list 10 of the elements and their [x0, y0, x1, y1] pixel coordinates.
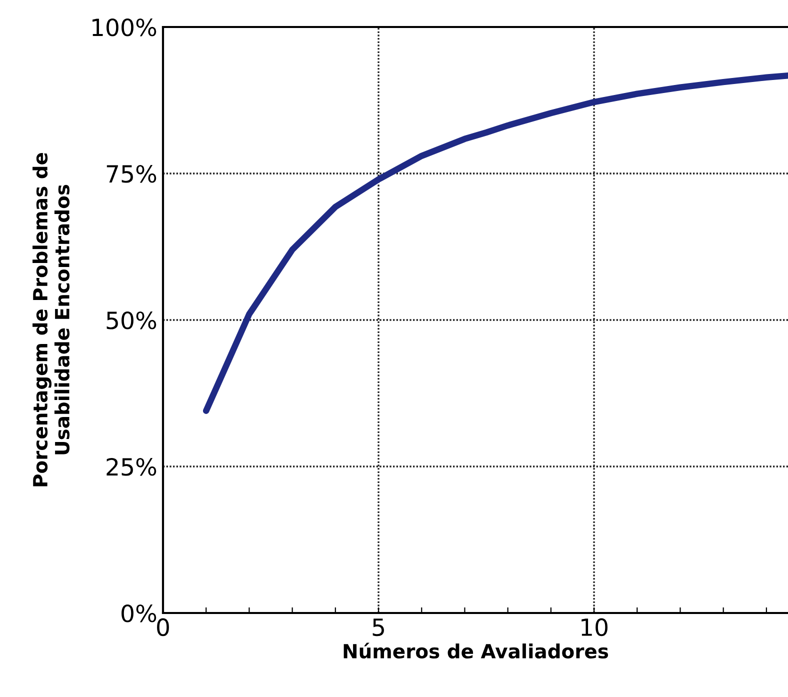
y-tick-label: 0%: [122, 604, 156, 622]
x-tick-label: 0: [157, 618, 169, 636]
x-tick-label: 10: [582, 618, 608, 636]
x-axis-title: Números de Avaliadores: [344, 642, 608, 659]
x-tick-label: 5: [372, 618, 384, 636]
y-tick-label: 100%: [92, 18, 156, 36]
y-tick-label: 50%: [106, 311, 156, 330]
y-axis-title: Porcentagem de Problemas de Usabilidade Encontrados: [32, 152, 70, 486]
y-tick-label: 75%: [106, 164, 156, 183]
y-tick-label: 25%: [106, 458, 156, 476]
